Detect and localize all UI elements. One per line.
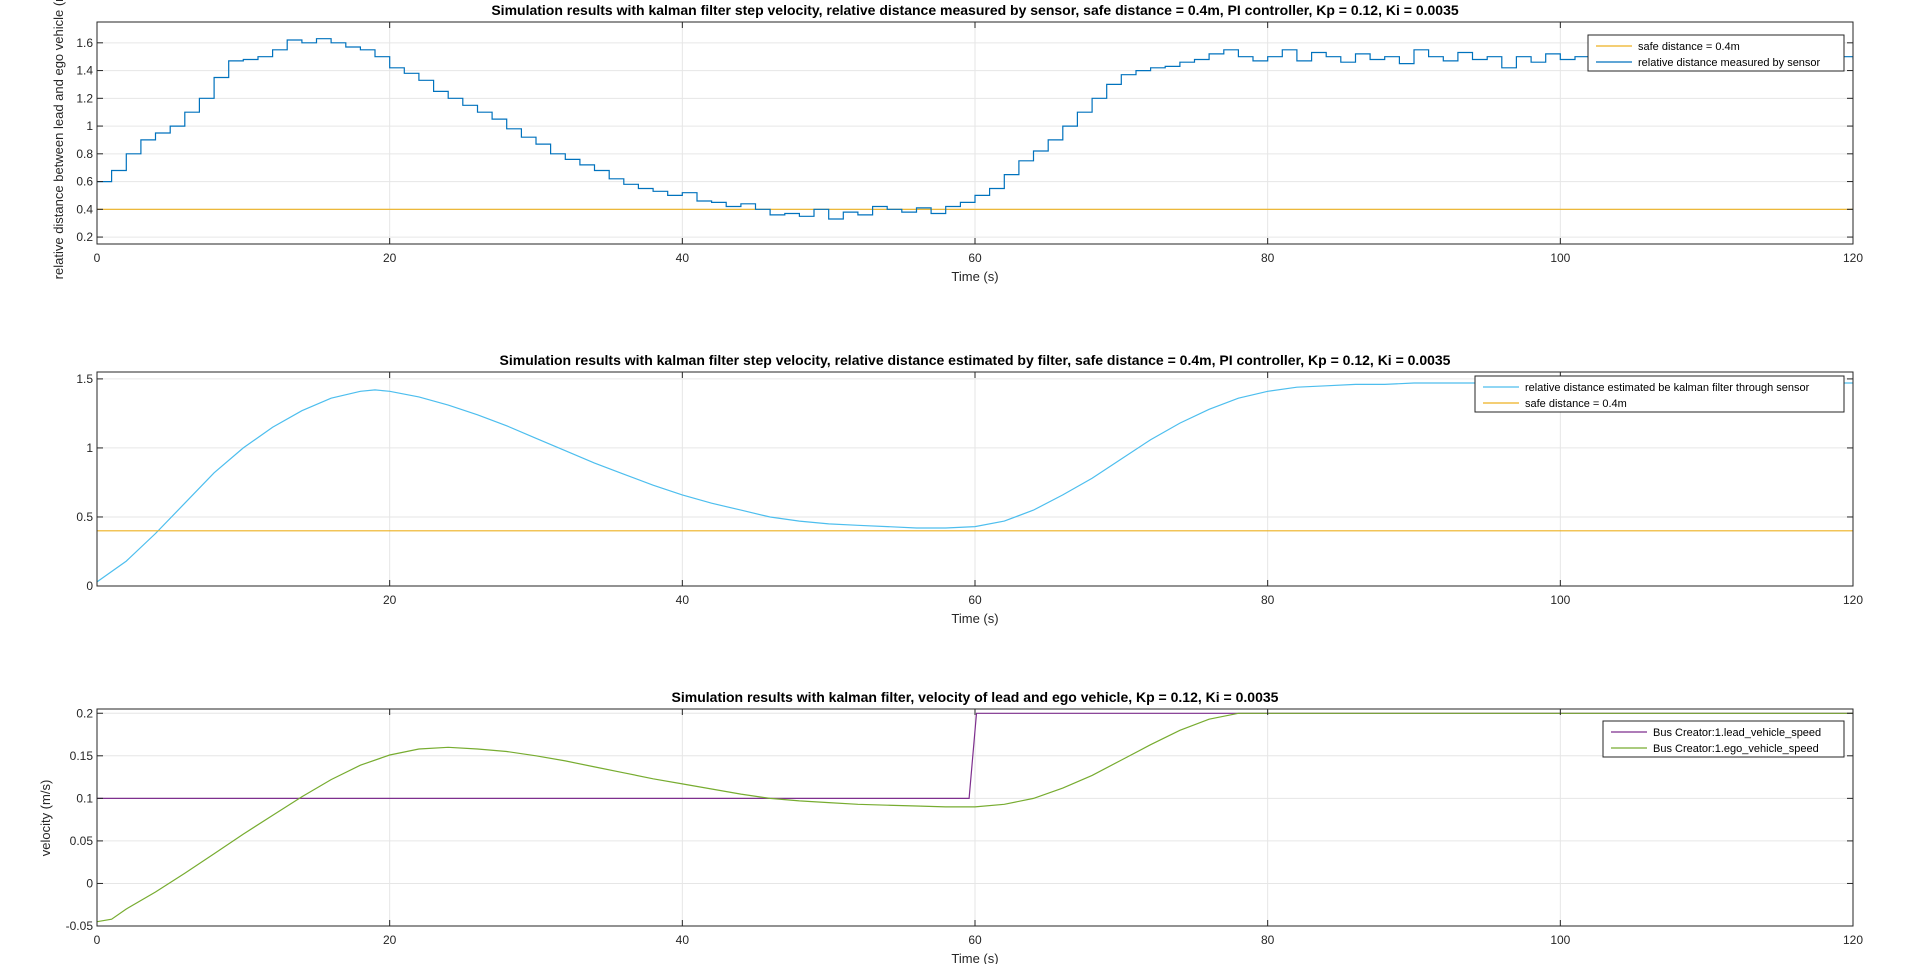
legend: Bus Creator:1.lead_vehicle_speed Bus Crea… [1602,720,1845,758]
y-tick-label: 1 [86,441,93,455]
y-tick-label: 0 [86,579,93,593]
x-tick-label: 60 [968,251,982,265]
y-tick-label: 0.2 [76,706,93,720]
y-axis-label: relative distance between lead and ego v… [51,0,66,279]
y-tick-label: 0.1 [76,791,93,805]
x-tick-label: 80 [1261,933,1275,947]
y-tick-label: 0.6 [76,175,93,189]
x-tick-label: 40 [676,933,690,947]
x-tick-label: 100 [1550,933,1570,947]
chart-title: Simulation results with kalman filter, v… [672,689,1279,705]
legend-box [1587,34,1845,72]
x-tick-label: 60 [968,593,982,607]
legend: safe distance = 0.4m relative distance me… [1587,34,1845,72]
y-tick-label: 0.15 [70,749,94,763]
legend-entry-label: safe distance = 0.4m [1638,41,1740,53]
legend-entry-label: Bus Creator:1.ego_vehicle_speed [1653,743,1819,755]
x-tick-label: 120 [1843,933,1863,947]
chart-title: Simulation results with kalman filter st… [491,2,1459,18]
legend-entry-label: relative distance measured by sensor [1638,57,1821,69]
legend-box [1602,720,1845,758]
y-tick-label: 0.2 [76,230,93,244]
x-tick-label: 80 [1261,251,1275,265]
x-tick-label: 80 [1261,593,1275,607]
legend-entry-label: Bus Creator:1.lead_vehicle_speed [1653,727,1821,739]
y-axis-label: velocity (m/s) [38,780,53,857]
series-line-2 [97,38,1853,220]
legend-box [1474,375,1845,413]
x-tick-label: 120 [1843,251,1863,265]
x-tick-label: 0 [94,251,101,265]
x-axis-label: Time (s) [951,611,998,626]
chart-panel-1: 0 20 40 60 80 100 120 0.2 0.4 0.6 0.8 1 1.2 1.4 1.6 Sim… [51,0,1863,284]
x-tick-label: 40 [676,593,690,607]
y-tick-label: 0 [86,876,93,890]
x-tick-label: 100 [1550,251,1570,265]
x-tick-label: 60 [968,933,982,947]
legend: relative distance estimated be kalman fi… [1474,375,1845,413]
legend-entry-label: safe distance = 0.4m [1525,398,1627,410]
legend-entry-label: relative distance estimated be kalman fi… [1525,382,1810,394]
x-tick-label: 40 [676,251,690,265]
y-tick-label: 0.5 [76,510,93,524]
x-axis-label: Time (s) [951,951,998,964]
x-tick-label: 100 [1550,593,1570,607]
x-tick-label: 20 [383,251,397,265]
x-tick-label: 20 [383,933,397,947]
chart-panel-2: 20 40 60 80 100 120 0 0.5 1 1.5 Simulation results… [76,352,1863,626]
y-tick-label: 1.6 [76,36,93,50]
y-tick-label: 1.5 [76,372,93,386]
y-tick-label: 0.4 [76,202,93,216]
y-tick-label: 1.4 [76,64,93,78]
x-tick-label: 120 [1843,593,1863,607]
chart-title: Simulation results with kalman filter st… [500,352,1451,368]
chart-panel-3: 0 20 40 60 80 100 120-0.0500.050.10.150.2Simul… [38,689,1863,964]
y-tick-label: -0.05 [66,919,94,933]
x-axis-label: Time (s) [951,269,998,284]
y-tick-label: 0.05 [70,834,94,848]
x-tick-label: 0 [94,933,101,947]
y-tick-label: 0.8 [76,147,93,161]
series-line-2 [97,712,1853,923]
x-tick-label: 20 [383,593,397,607]
y-tick-label: 1.2 [76,91,93,105]
y-tick-label: 1 [86,119,93,133]
